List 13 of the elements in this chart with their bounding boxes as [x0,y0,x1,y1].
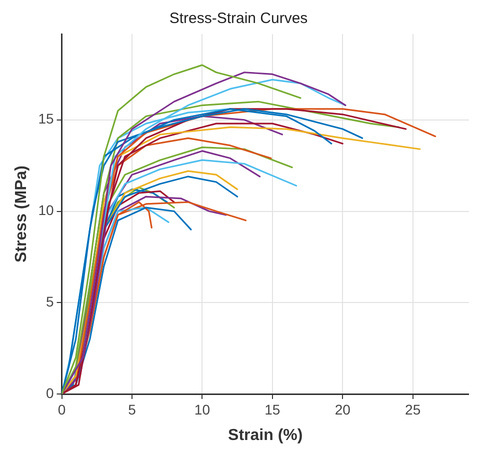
x-axis-title: Strain (%) [228,426,303,444]
y-tick-label: 0 [46,384,54,401]
x-tick-label: 5 [128,401,136,418]
x-tick-label: 10 [194,401,210,418]
x-tick-label: 15 [264,401,280,418]
y-tick-label: 5 [46,293,54,310]
chart-title: Stress-Strain Curves [169,10,308,28]
y-axis-title: Stress (MPa) [13,166,30,262]
y-tick-label: 10 [38,202,54,218]
x-tick-label: 25 [405,401,421,418]
x-tick-label: 0 [58,401,66,418]
x-tick-label: 20 [334,401,351,418]
y-tick-label: 15 [38,110,54,127]
